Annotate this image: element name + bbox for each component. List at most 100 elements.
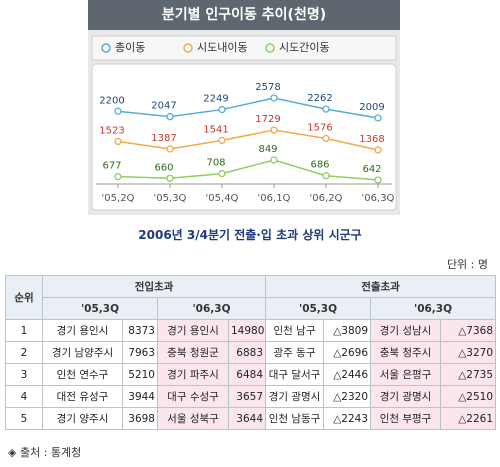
table-cell: 경기 남양주시 xyxy=(42,341,123,364)
point xyxy=(218,105,226,114)
x-tick-label: '05,3Q xyxy=(154,193,187,204)
data-label: 642 xyxy=(362,164,381,175)
header-cell: 전입초과 xyxy=(41,275,267,298)
table-cell: 인천 부평구 xyxy=(370,407,442,430)
header-cell: '05,3Q xyxy=(42,297,158,320)
table-cell: 경기 광명시 xyxy=(370,385,442,408)
table-cell: 3698 xyxy=(122,407,158,430)
data-label: 849 xyxy=(258,144,277,155)
table-cell: 대전 유성구 xyxy=(42,385,123,408)
data-label: 2249 xyxy=(203,94,228,105)
chart: 분기별 인구이동 추이(천명) '05,2Q '05,3Q '05,4Q '06,1Q… xyxy=(88,0,400,215)
x-tick-label: '06,2Q xyxy=(310,193,343,204)
point xyxy=(166,145,174,153)
table-cell: 경기 용인시 xyxy=(42,319,123,342)
point xyxy=(374,176,382,184)
x-tick-label: '05,4Q xyxy=(206,193,239,204)
point xyxy=(114,107,122,115)
point xyxy=(322,105,330,113)
data-label: 1387 xyxy=(151,133,176,144)
header-cell: '05,3Q xyxy=(265,297,372,320)
table-cell: 서울 성북구 xyxy=(157,407,229,430)
point xyxy=(374,146,382,154)
header-cell: 전출초과 xyxy=(265,275,497,298)
data-label: 2200 xyxy=(99,95,124,106)
table-cell: △7368 xyxy=(440,319,497,342)
table-cell: 인천 남구 xyxy=(265,319,325,342)
point xyxy=(374,114,382,122)
table-cell: 2 xyxy=(5,341,43,364)
data-label: 1523 xyxy=(99,125,124,136)
data-label: 2047 xyxy=(151,101,176,112)
table-row: 2 경기 남양주시 7963 충북 청원군 6883 광주 동구 △2696 충북 청주시 △3… xyxy=(5,341,497,364)
header-cell: '06,3Q xyxy=(370,297,497,320)
table-cell: 인천 남동구 xyxy=(265,407,325,430)
table-cell: 대구 달서구 xyxy=(265,363,325,386)
table-cell: 3 xyxy=(5,363,43,386)
table-row: 5 경기 양주시 3698 서울 성북구 3644 인천 남동구 △2243 인천 부평구 △2… xyxy=(5,407,497,430)
point xyxy=(322,134,330,143)
table-cell: 1 xyxy=(5,319,43,342)
point xyxy=(322,172,330,180)
legend-marker xyxy=(183,43,193,53)
data-label: 1576 xyxy=(307,122,332,133)
legend-box xyxy=(91,35,397,61)
chart-title: 분기별 인구이동 추이(천명) xyxy=(162,6,326,23)
table-cell: 5210 xyxy=(122,363,158,386)
table-row: 4 대전 유성구 3944 대구 수성구 3657 경기 광명시 △2320 경기 광명시 △2… xyxy=(5,385,497,408)
point xyxy=(270,94,278,102)
table-cell: 충북 청주시 xyxy=(370,341,442,364)
legend-marker xyxy=(101,43,111,53)
table-cell: 3657 xyxy=(227,385,267,408)
data-label: 1729 xyxy=(255,114,280,125)
table: 순위 전입초과 전출초과 '05,3Q '06,3Q '05,3Q '06,3Q… xyxy=(5,275,497,430)
table-cell: 3944 xyxy=(122,385,158,408)
table-cell: 4 xyxy=(5,385,43,408)
series-line xyxy=(117,97,379,119)
table-cell: 경기 양주시 xyxy=(42,407,123,430)
table-row: 3 인천 연수구 5210 경기 파주시 6484 대구 달서구 △2446 서울 은평구 △2… xyxy=(5,363,497,386)
legend-marker xyxy=(265,43,275,53)
data-label: 2009 xyxy=(359,102,384,113)
table-cell: 충북 청원군 xyxy=(157,341,229,364)
table-cell: △2446 xyxy=(323,363,372,386)
point xyxy=(166,174,174,182)
table-title: 2006년 3/4분기 전출·입 초과 상위 시군구 xyxy=(138,228,362,242)
header-cell: '06,3Q xyxy=(156,297,267,320)
table-cell: △2510 xyxy=(440,385,497,408)
table-cell: 3644 xyxy=(227,407,267,430)
point xyxy=(270,156,278,164)
table-cell: △2243 xyxy=(323,407,372,430)
point xyxy=(114,172,122,181)
table-cell: 경기 용인시 xyxy=(157,319,229,342)
point xyxy=(218,169,226,178)
point xyxy=(218,136,226,145)
source: ◈ 출처 : 통계청 xyxy=(8,446,82,459)
table-cell: 6484 xyxy=(227,363,267,386)
x-tick-label: '06,3Q xyxy=(362,193,395,204)
series-line xyxy=(117,159,379,181)
table-cell: 경기 파주시 xyxy=(157,363,229,386)
data-label: 2262 xyxy=(307,93,332,104)
point xyxy=(270,126,278,134)
table-cell: △2261 xyxy=(440,407,497,430)
table-cell: △3809 xyxy=(323,319,372,342)
table-cell: △2735 xyxy=(440,363,497,386)
legend-label: 총이동 xyxy=(115,41,145,54)
data-label: 1541 xyxy=(203,124,228,135)
legend-label: 시도내이동 xyxy=(197,41,248,54)
data-label: 708 xyxy=(206,158,225,169)
unit-label: 단위 : 명 xyxy=(446,258,488,271)
point xyxy=(114,137,122,146)
data-label: 677 xyxy=(102,161,121,172)
table-cell: 인천 연수구 xyxy=(42,363,123,386)
table-cell: 8373 xyxy=(122,319,158,342)
table-cell: △2696 xyxy=(323,341,372,364)
data-label: 660 xyxy=(154,162,173,173)
table-cell: 7963 xyxy=(122,341,158,364)
table-cell: 서울 은평구 xyxy=(370,363,442,386)
table-row: 1 경기 용인시 8373 경기 용인시 14980 인천 남구 △3809 경기 성남시 △7… xyxy=(5,319,497,342)
table-cell: 14980 xyxy=(227,319,267,342)
table-cell: 경기 광명시 xyxy=(265,385,325,408)
